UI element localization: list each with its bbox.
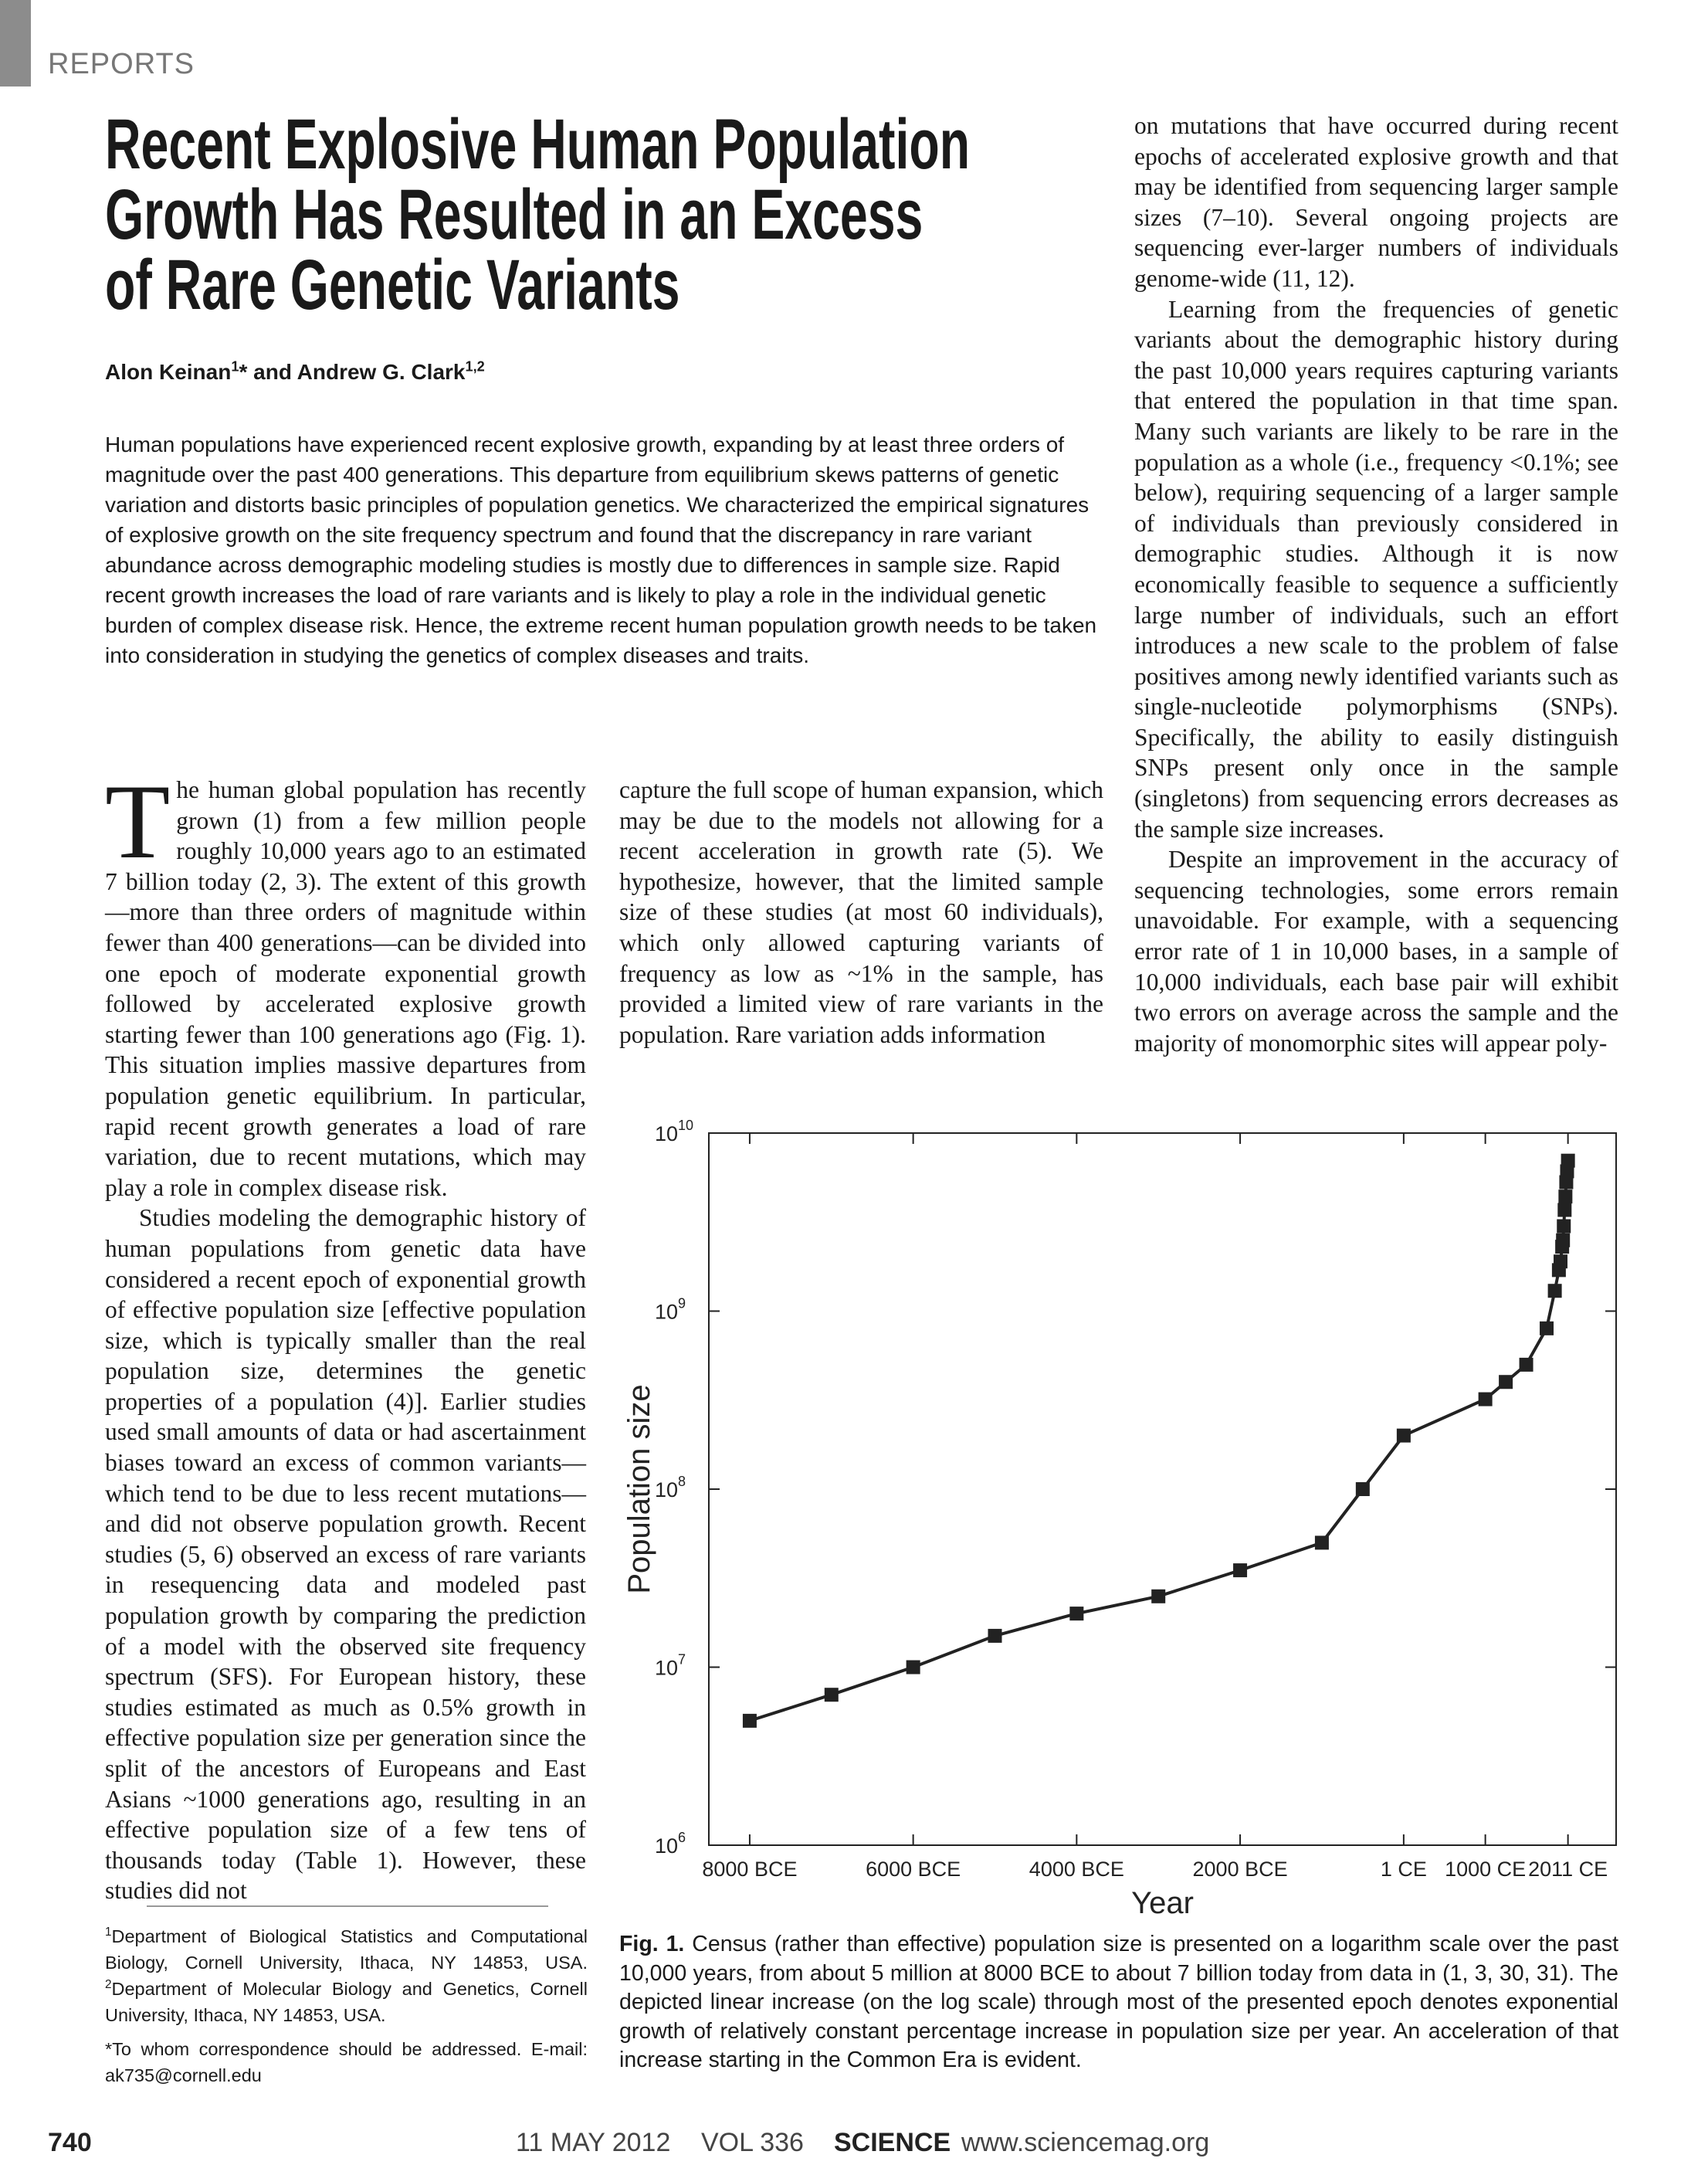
volume: VOL 336 (701, 2128, 804, 2157)
body-column: capture the full scope of human expansio… (619, 775, 1103, 1050)
y-tick-base: 10 (655, 1657, 678, 1680)
x-tick-label: 2011 CE (1528, 1858, 1608, 1881)
footnote-rule (147, 1905, 548, 1907)
affiliations: 1Department of Biological Statistics and… (105, 1923, 588, 2028)
author: * and Andrew G. Clark (239, 360, 466, 384)
x-tick-label: 6000 BCE (866, 1858, 961, 1881)
y-tick-exponent: 9 (678, 1296, 686, 1311)
data-point (1519, 1357, 1533, 1372)
paragraph: Studies modeling the demographic history… (105, 1204, 586, 1905)
y-tick-label: 107 (655, 1652, 686, 1680)
data-point (1557, 1203, 1572, 1217)
text: he human global population has recently … (105, 776, 586, 1201)
paragraph: on mutations that have occurred during r… (1134, 112, 1618, 292)
data-point (1559, 1175, 1574, 1189)
data-point (1355, 1482, 1370, 1496)
author: Alon Keinan (105, 360, 232, 384)
paragraph: Learning from the frequencies of genetic… (1134, 295, 1618, 843)
y-tick-base: 10 (655, 1122, 678, 1145)
y-tick-exponent: 8 (678, 1474, 686, 1489)
affiliation: Department of Biological Statistics and … (105, 1926, 588, 1973)
date: 11 MAY 2012 (516, 2128, 671, 2157)
title-line: of Rare Genetic Variants (105, 246, 680, 324)
y-tick-label: 109 (655, 1296, 686, 1324)
affiliation-mark: 1 (105, 1926, 112, 1939)
data-point (1478, 1392, 1493, 1406)
drop-cap: T (105, 762, 171, 881)
data-point (1554, 1254, 1568, 1269)
footer: 740 11 MAY 2012 VOL 336 SCIENCE www.scie… (0, 2128, 1708, 2167)
page-number: 740 (48, 2128, 92, 2157)
body-column: on mutations that have occurred during r… (1134, 110, 1618, 1058)
data-point (1560, 1164, 1574, 1179)
data-point (1557, 1219, 1571, 1233)
x-tick-label: 2000 BCE (1193, 1858, 1288, 1881)
plot-frame (708, 1132, 1617, 1846)
affiliation-mark: 1,2 (465, 358, 485, 375)
data-point (1558, 1189, 1573, 1204)
x-tick-label: 4000 BCE (1029, 1858, 1124, 1881)
data-point (1561, 1153, 1575, 1168)
y-tick-label: 106 (655, 1830, 686, 1858)
data-point (1396, 1428, 1411, 1443)
caption-text: Census (rather than effective) populatio… (619, 1932, 1618, 2072)
authors: Alon Keinan1* and Andrew G. Clark1,2 (105, 360, 485, 385)
affiliation-mark: 1 (231, 358, 239, 375)
y-tick-exponent: 6 (678, 1830, 686, 1845)
title-line: Recent Explosive Human Population (105, 105, 971, 184)
x-tick-label: 1 CE (1381, 1858, 1427, 1881)
data-point (1069, 1607, 1084, 1621)
y-tick-exponent: 7 (678, 1652, 686, 1668)
y-tick-base: 10 (655, 1478, 678, 1501)
data-point (988, 1628, 1002, 1643)
title: Recent Explosive Human Population Growth… (105, 105, 1078, 324)
data-point (824, 1688, 839, 1702)
data-point (1314, 1535, 1329, 1550)
url: www.sciencemag.org (961, 2128, 1210, 2157)
y-tick-label: 1010 (655, 1118, 693, 1145)
data-line (749, 1160, 1570, 1722)
footnotes: 1Department of Biological Statistics and… (105, 1923, 588, 2096)
paragraph: Despite an improvement in the accuracy o… (1134, 846, 1618, 1057)
section-tab (0, 0, 31, 87)
caption-label: Fig. 1. (619, 1932, 685, 1956)
figure-caption: Fig. 1. Census (rather than effective) p… (619, 1930, 1618, 2075)
data-point (742, 1713, 757, 1728)
paragraph: capture the full scope of human expansio… (619, 776, 1103, 1048)
x-tick-label: 1000 CE (1445, 1858, 1526, 1881)
affiliation-mark: 2 (105, 1978, 112, 1992)
y-tick-label: 108 (655, 1474, 686, 1501)
y-axis-label: Population size (622, 1384, 656, 1593)
y-tick-base: 10 (655, 1301, 678, 1324)
affiliation: Department of Molecular Biology and Gene… (105, 1979, 588, 2025)
data-point (1233, 1563, 1248, 1578)
data-point (1540, 1321, 1554, 1335)
data-point (1499, 1375, 1513, 1389)
title-line: Growth Has Resulted in an Excess (105, 175, 923, 254)
x-axis-label: Year (1131, 1886, 1194, 1915)
data-point (906, 1660, 920, 1675)
y-tick-base: 10 (655, 1834, 678, 1858)
section-label: REPORTS (48, 48, 195, 80)
correspondence: *To whom correspondence should be addres… (105, 2039, 588, 2085)
data-point (1556, 1233, 1571, 1247)
data-point (1547, 1284, 1562, 1298)
y-tick-exponent: 10 (678, 1118, 693, 1133)
x-tick-label: 8000 BCE (702, 1858, 797, 1881)
data-point (1151, 1589, 1166, 1603)
journal: SCIENCE (834, 2128, 951, 2157)
abstract: Human populations have experienced recen… (105, 433, 1097, 667)
